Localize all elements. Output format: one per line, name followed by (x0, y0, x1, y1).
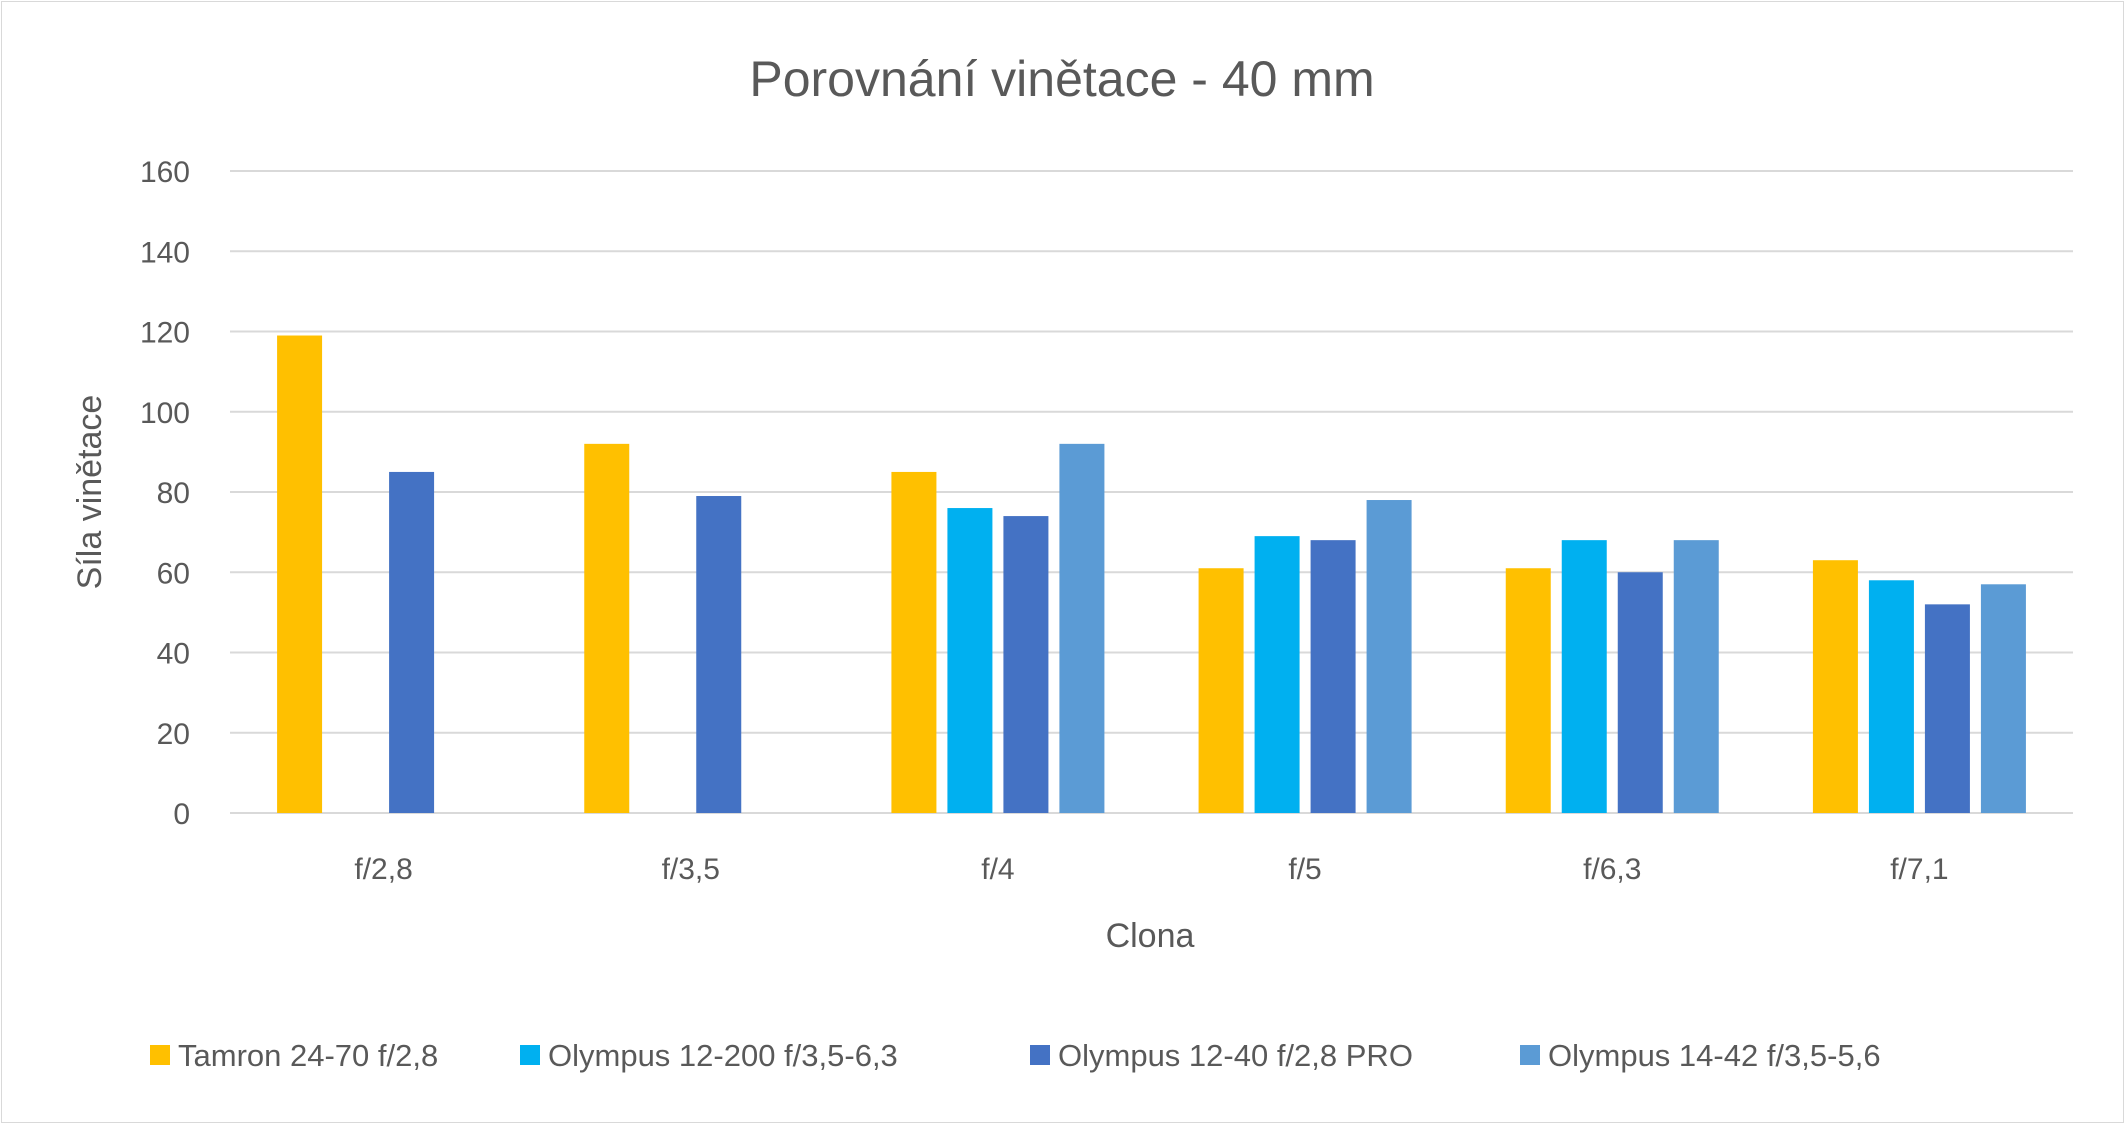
bar (947, 508, 993, 813)
bar (1868, 580, 1914, 813)
y-tick-label: 20 (157, 718, 190, 751)
bar (1198, 568, 1244, 813)
bar (1003, 516, 1049, 813)
y-tick-label: 120 (140, 317, 190, 350)
bar (584, 443, 630, 813)
y-tick-label: 80 (157, 477, 190, 510)
bar (1059, 443, 1105, 813)
y-tick-labels: 0 20 40 60 80 100 120 140 160 (140, 156, 190, 831)
x-tick-label: f/3,5 (662, 853, 720, 886)
bar (1980, 584, 2026, 813)
legend-label: Olympus 14-42 f/3,5-5,6 (1548, 1038, 1881, 1073)
bar (1254, 536, 1300, 813)
x-tick-label: f/5 (1288, 853, 1321, 886)
bar (389, 471, 435, 813)
legend-label: Olympus 12-200 f/3,5-6,3 (548, 1038, 898, 1073)
bar (1366, 500, 1412, 813)
bar (1561, 540, 1607, 813)
bars (277, 335, 2026, 813)
y-axis-title: Síla vinětace (71, 395, 109, 590)
x-tick-label: f/4 (981, 853, 1014, 886)
bar (1310, 540, 1356, 813)
legend-swatch (1520, 1045, 1540, 1065)
y-tick-label: 100 (140, 397, 190, 430)
gridlines (230, 170, 2073, 814)
bar (1505, 568, 1551, 813)
bar (1673, 540, 1719, 813)
legend-label: Olympus 12-40 f/2,8 PRO (1058, 1038, 1413, 1073)
bar (1924, 604, 1970, 813)
x-tick-label: f/6,3 (1583, 853, 1641, 886)
bar (891, 471, 937, 813)
chart-title: Porovnání vinětace - 40 mm (749, 51, 1374, 107)
legend-swatch (150, 1045, 170, 1065)
bar (696, 496, 742, 813)
y-tick-label: 160 (140, 156, 190, 189)
legend-swatch (1030, 1045, 1050, 1065)
y-tick-label: 140 (140, 236, 190, 269)
bar (1812, 560, 1858, 813)
x-tick-label: f/7,1 (1890, 853, 1948, 886)
legend-label: Tamron 24-70 f/2,8 (178, 1038, 438, 1073)
y-tick-label: 40 (157, 638, 190, 671)
y-tick-label: 60 (157, 557, 190, 590)
bar (277, 335, 323, 813)
x-tick-labels: f/2,8 f/3,5 f/4 f/5 f/6,3 f/7,1 (354, 853, 1948, 886)
bar (1617, 572, 1663, 813)
x-axis-title: Clona (1106, 917, 1195, 955)
legend-swatch (520, 1045, 540, 1065)
x-tick-label: f/2,8 (354, 853, 412, 886)
y-tick-label: 0 (173, 798, 190, 831)
legend: Tamron 24-70 f/2,8 Olympus 12-200 f/3,5-6… (150, 1038, 1881, 1073)
